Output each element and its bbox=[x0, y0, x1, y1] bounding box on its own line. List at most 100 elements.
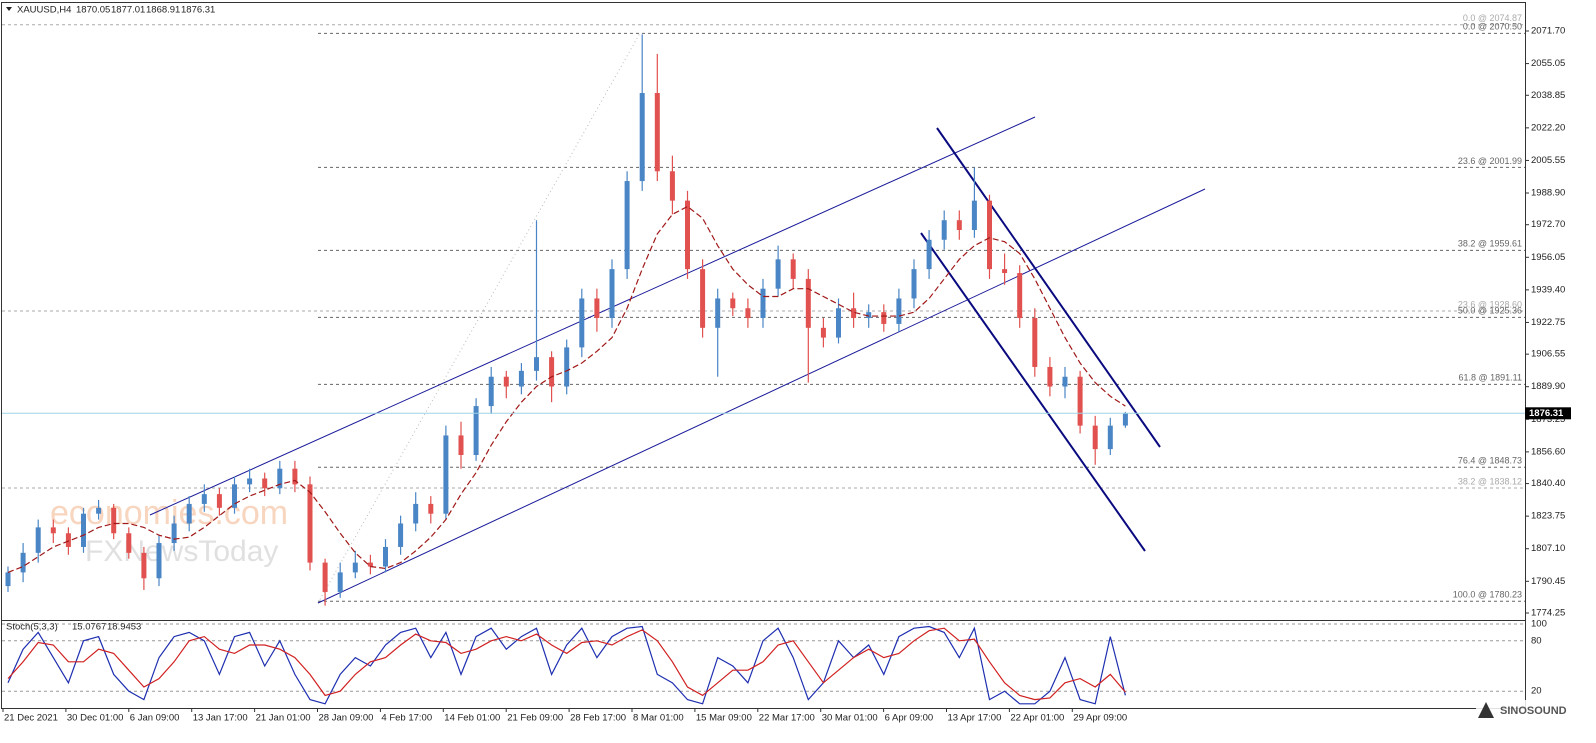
candle-body bbox=[669, 171, 675, 201]
x-tick-label: 15 Mar 09:00 bbox=[696, 713, 752, 724]
candles-layer bbox=[5, 34, 1128, 606]
candle-body bbox=[96, 507, 102, 514]
candle-body bbox=[1002, 269, 1008, 274]
y-tick-label: 1807.10 bbox=[1531, 543, 1565, 554]
stoch-tick-label: 20 bbox=[1531, 686, 1542, 697]
fib-label: 61.8 @ 1891.11 bbox=[1458, 373, 1522, 383]
header-close: 1876.31 bbox=[181, 5, 215, 16]
candle-body bbox=[488, 376, 494, 407]
x-tick-label: 30 Mar 01:00 bbox=[822, 713, 878, 724]
x-tick-label: 28 Jan 09:00 bbox=[319, 713, 374, 724]
candle-body bbox=[20, 552, 26, 573]
y-tick-label: 1774.25 bbox=[1531, 608, 1565, 619]
candle-body bbox=[564, 347, 570, 387]
x-tick-label: 30 Dec 01:00 bbox=[67, 713, 124, 724]
fib-label: 23.6 @ 1928.60 bbox=[1458, 299, 1522, 309]
candle-body bbox=[5, 572, 11, 587]
candle-body bbox=[473, 406, 479, 455]
fib-label: 23.6 @ 2001.99 bbox=[1458, 156, 1522, 166]
fib-label: 38.2 @ 1838.12 bbox=[1458, 476, 1522, 486]
candle-body bbox=[805, 278, 811, 328]
fib-label: 0.0 @ 2074.87 bbox=[1463, 13, 1522, 23]
y-tick-label: 1873.25 bbox=[1531, 414, 1565, 425]
y-tick-label: 1922.75 bbox=[1531, 317, 1565, 328]
candle-body bbox=[1032, 318, 1038, 367]
trend-line bbox=[149, 116, 1036, 516]
x-tick-label: 4 Feb 17:00 bbox=[381, 713, 432, 724]
candle-body bbox=[941, 220, 947, 240]
candle-body bbox=[50, 527, 56, 534]
candle-body bbox=[518, 370, 524, 387]
x-tick-label: 21 Jan 01:00 bbox=[256, 713, 311, 724]
candle-body bbox=[987, 200, 992, 270]
y-tick-label: 2071.70 bbox=[1531, 26, 1565, 37]
candle-body bbox=[866, 312, 872, 319]
candle-body bbox=[971, 200, 977, 230]
candle-body bbox=[171, 523, 177, 544]
stoch-tick-label: 80 bbox=[1531, 635, 1542, 646]
candle-body bbox=[685, 200, 690, 270]
candle-body bbox=[443, 435, 449, 514]
candle-body bbox=[745, 308, 751, 319]
x-tick-label: 14 Feb 01:00 bbox=[444, 713, 500, 724]
candle-body bbox=[262, 478, 268, 489]
y-tick-label: 1856.60 bbox=[1531, 446, 1565, 457]
stoch-name: Stoch(5,3,3) bbox=[6, 622, 58, 633]
x-tick-label: 29 Apr 09:00 bbox=[1073, 713, 1127, 724]
candle-body bbox=[609, 269, 615, 319]
fib-label: 38.2 @ 1959.61 bbox=[1458, 239, 1522, 249]
logo-text: SINOSOUND bbox=[1500, 705, 1567, 717]
x-tick-label: 6 Jan 09:00 bbox=[130, 713, 180, 724]
current-price-label: 1876.31 bbox=[1529, 408, 1564, 419]
candle-body bbox=[156, 543, 162, 579]
y-tick-label: 2022.20 bbox=[1531, 122, 1565, 133]
candle-body bbox=[534, 357, 539, 371]
candle-body bbox=[775, 259, 781, 289]
watermark: FXNewsToday bbox=[85, 535, 278, 568]
y-tick-label: 1956.05 bbox=[1531, 252, 1565, 263]
y-tick-label: 1889.90 bbox=[1531, 381, 1565, 392]
candle-body bbox=[322, 562, 328, 592]
candle-body bbox=[1062, 376, 1068, 387]
x-tick-label: 22 Apr 01:00 bbox=[1010, 713, 1064, 724]
candle-body bbox=[111, 507, 117, 534]
x-tick-label: 21 Dec 2021 bbox=[4, 713, 58, 724]
candle-body bbox=[307, 484, 313, 563]
candle-body bbox=[896, 298, 902, 324]
x-tick-label: 6 Apr 09:00 bbox=[885, 713, 934, 724]
fib-label: 76.4 @ 1848.73 bbox=[1458, 456, 1522, 466]
x-tick-label: 22 Mar 17:00 bbox=[759, 713, 815, 724]
candle-body bbox=[579, 298, 585, 348]
stoch-tick-label: 100 bbox=[1531, 619, 1547, 630]
candle-body bbox=[790, 259, 796, 279]
candle-body bbox=[65, 533, 71, 547]
candle-body bbox=[730, 298, 736, 309]
candle-body bbox=[639, 93, 645, 182]
fib-layer: 0.0 @ 2074.870.0 @ 2070.50 23.6 @ 2001.99… bbox=[2, 13, 1525, 602]
candle-body bbox=[398, 523, 404, 547]
candle-body bbox=[428, 503, 434, 514]
candle-body bbox=[126, 533, 132, 553]
candle-body bbox=[1092, 425, 1098, 450]
candle-body bbox=[383, 546, 388, 567]
candle-body bbox=[881, 312, 887, 324]
candle-body bbox=[820, 327, 826, 338]
fib-label: 100.0 @ 1780.23 bbox=[1453, 590, 1522, 600]
candle-body bbox=[201, 494, 207, 504]
stoch-main-value: 15.0767 bbox=[72, 622, 106, 633]
trend-line bbox=[317, 188, 1206, 604]
x-tick-label: 21 Feb 09:00 bbox=[507, 713, 563, 724]
candle-body bbox=[624, 181, 630, 270]
trend-line bbox=[920, 232, 1146, 552]
candle-body bbox=[1047, 366, 1053, 387]
menu-arrow bbox=[6, 7, 12, 11]
candle-body bbox=[836, 308, 841, 338]
candle-body bbox=[1122, 413, 1128, 426]
candle-body bbox=[352, 562, 358, 573]
x-tick-label: 8 Mar 01:00 bbox=[633, 713, 684, 724]
candle-body bbox=[851, 308, 857, 319]
header-open: 1870.05 bbox=[76, 5, 110, 16]
y-tick-label: 1972.70 bbox=[1531, 219, 1565, 230]
